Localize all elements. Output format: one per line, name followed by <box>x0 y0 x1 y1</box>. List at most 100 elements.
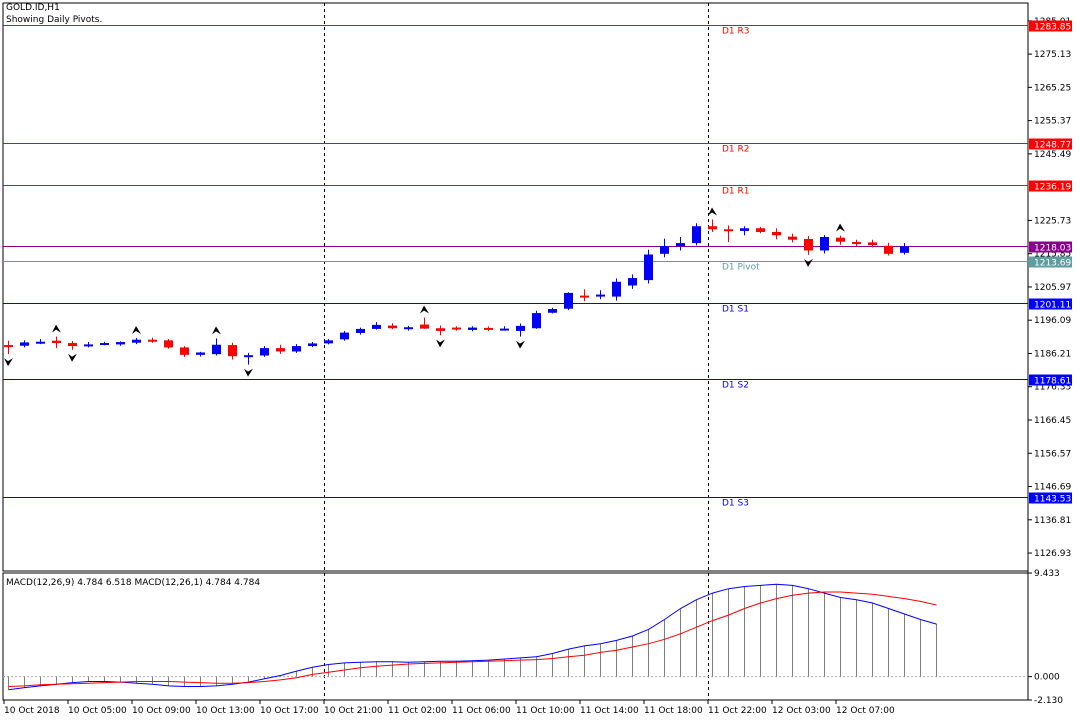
price-tick-label: 1225.73 <box>1034 216 1071 226</box>
pivot-levels: D1 R3 D1 R2 D1 R1 D1 Pivot D1 S1 D1 S2 D1 S3 <box>3 25 1028 509</box>
candles <box>4 219 909 365</box>
candle-body <box>516 325 525 331</box>
candle-body <box>612 281 621 297</box>
candle-body <box>340 332 349 340</box>
candle-body <box>212 344 221 355</box>
pivot-price-tag-label: 1236.19 <box>1034 183 1071 193</box>
candle-body <box>196 352 205 355</box>
indicator-label: Showing Daily Pivots. <box>6 15 103 25</box>
day-separators <box>324 3 709 700</box>
pivot-price-tag <box>1029 492 1072 504</box>
time-axis: 10 Oct 2018 10 Oct 05:00 10 Oct 09:00 10 Oc… <box>3 700 895 716</box>
current-price-tag <box>1029 241 1072 253</box>
candle-body <box>532 313 541 329</box>
time-tick-label: 11 Oct 14:00 <box>580 706 639 716</box>
candle-body <box>628 278 637 286</box>
time-tick-label: 11 Oct 02:00 <box>388 706 447 716</box>
candle-body <box>468 327 477 330</box>
candle-body <box>292 346 301 352</box>
candle-body <box>676 243 685 247</box>
fractal-down-icon <box>516 340 525 349</box>
candle-body <box>820 237 829 251</box>
candle-body <box>564 292 573 309</box>
pivot-line-label: D1 R1 <box>722 187 750 197</box>
candle-body <box>244 355 253 358</box>
price-tick-label: 1136.81 <box>1034 516 1071 526</box>
price-tick-label: 1166.45 <box>1034 416 1071 426</box>
candle-body <box>596 294 605 297</box>
macd-tick-label: -2.130 <box>1034 696 1063 706</box>
time-tick-label: 11 Oct 10:00 <box>516 706 575 716</box>
pivot-price-tag-label: 1213.69 <box>1034 259 1071 269</box>
price-tick-label: 1275.13 <box>1034 50 1071 60</box>
candle-body <box>756 228 765 232</box>
candle-body <box>260 348 269 356</box>
pivot-price-tag-label: 1283.85 <box>1034 23 1071 33</box>
fractal-up-icon <box>708 207 717 216</box>
pivot-price-tag <box>1029 374 1072 386</box>
candle-body <box>868 242 877 246</box>
candle-body <box>692 226 701 244</box>
price-tick-label: 1215.85 <box>1034 250 1071 260</box>
candle-body <box>804 239 813 251</box>
time-tick-label: 10 Oct 09:00 <box>132 706 191 716</box>
candle-body <box>580 295 589 298</box>
candle-body <box>372 324 381 329</box>
price-tick-label: 1156.57 <box>1034 449 1071 459</box>
pivot-price-tag <box>1029 256 1072 268</box>
fractal-up-icon <box>420 305 429 314</box>
price-tick-label: 1146.69 <box>1034 483 1071 493</box>
fractal-down-icon <box>4 358 13 367</box>
pivot-price-tag <box>1029 138 1072 150</box>
price-tick-label: 1126.93 <box>1034 549 1071 559</box>
candle-body <box>548 309 557 313</box>
pivot-price-tag-label: 1178.61 <box>1034 377 1071 387</box>
price-tick-label: 1196.09 <box>1034 316 1071 326</box>
time-tick-label: 10 Oct 13:00 <box>196 706 255 716</box>
time-tick-label: 10 Oct 17:00 <box>260 706 319 716</box>
candle-body <box>68 343 77 347</box>
fractal-down-icon <box>436 339 445 348</box>
pivot-price-tag <box>1029 20 1072 32</box>
candle-body <box>36 341 45 344</box>
candle-body <box>436 328 445 331</box>
fractal-up-icon <box>52 324 61 333</box>
pivot-price-tag-label: 1248.77 <box>1034 141 1071 151</box>
candle-body <box>100 343 109 346</box>
pivot-line-label: D1 R3 <box>722 27 750 37</box>
candle-body <box>660 246 669 254</box>
candle-body <box>164 340 173 348</box>
time-tick-label: 12 Oct 07:00 <box>836 706 895 716</box>
candle-body <box>788 236 797 240</box>
candle-body <box>404 327 413 330</box>
macd-pane-frame <box>2 572 1029 701</box>
candle-body <box>484 327 493 330</box>
fractal-down-icon <box>804 258 813 267</box>
macd-main-line <box>8 583 937 691</box>
time-tick-label: 10 Oct 21:00 <box>324 706 383 716</box>
candle-body <box>836 237 845 242</box>
time-tick-label: 10 Oct 2018 <box>4 706 60 716</box>
price-tick-label: 1186.21 <box>1034 349 1071 359</box>
chart-symbol-label: GOLD.ID,H1 <box>6 3 60 13</box>
candle-body <box>228 345 237 357</box>
candle-body <box>452 327 461 330</box>
pivot-price-tag <box>1029 180 1072 192</box>
candle-body <box>324 340 333 344</box>
fractal-up-icon <box>212 326 221 335</box>
candle-body <box>420 324 429 329</box>
price-tick-label: 1205.97 <box>1034 283 1071 293</box>
candle-body <box>356 328 365 333</box>
candle-body <box>708 226 717 230</box>
candle-body <box>148 339 157 342</box>
time-tick-label: 11 Oct 06:00 <box>452 706 511 716</box>
candle-body <box>4 345 13 348</box>
macd-tick-label: 9.433 <box>1034 569 1060 579</box>
time-tick-label: 11 Oct 22:00 <box>708 706 767 716</box>
candle-body <box>116 342 125 345</box>
candle-body <box>84 344 93 347</box>
price-tick-label: 1265.25 <box>1034 83 1071 93</box>
candle-body <box>644 254 653 281</box>
current-price-tag-label: 1218.03 <box>1034 244 1071 254</box>
